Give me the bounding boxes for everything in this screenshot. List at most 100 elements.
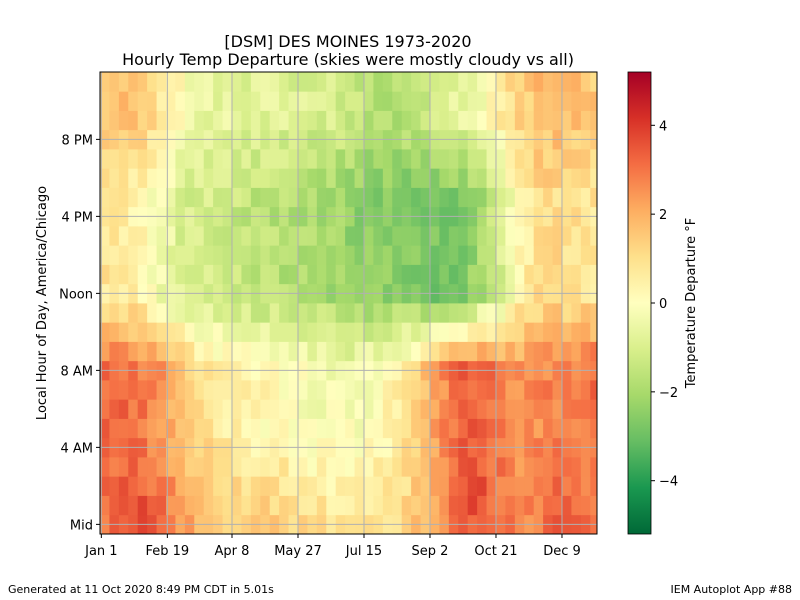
heatmap-cell bbox=[420, 322, 431, 342]
heatmap-cell bbox=[241, 399, 252, 419]
heatmap-cell bbox=[128, 264, 139, 285]
heatmap-cell bbox=[241, 418, 252, 439]
heatmap-cell bbox=[543, 91, 553, 111]
heatmap-cell bbox=[382, 303, 393, 323]
heatmap-cell bbox=[109, 380, 120, 400]
heatmap-cell bbox=[533, 110, 544, 131]
heatmap-cell bbox=[373, 303, 384, 323]
heatmap-cell bbox=[222, 149, 233, 169]
y-tick-label: 4 PM bbox=[62, 210, 93, 225]
heatmap-cell bbox=[580, 187, 591, 208]
heatmap-cell bbox=[382, 495, 393, 516]
heatmap-cell bbox=[335, 418, 346, 439]
heatmap-cell bbox=[411, 495, 421, 516]
heatmap-cell bbox=[175, 399, 186, 419]
heatmap-cell bbox=[401, 476, 412, 496]
heatmap-cell bbox=[363, 110, 374, 131]
heatmap-cell bbox=[505, 245, 516, 265]
heatmap-cell bbox=[345, 380, 355, 400]
heatmap-cell bbox=[335, 476, 346, 496]
heatmap-cell bbox=[505, 457, 516, 477]
heatmap-cell bbox=[175, 110, 186, 131]
x-tick-label: Dec 9 bbox=[543, 544, 581, 559]
heatmap-cell bbox=[514, 72, 525, 92]
heatmap-cell bbox=[288, 418, 299, 439]
heatmap-cell bbox=[166, 418, 176, 439]
heatmap-cell bbox=[326, 380, 337, 400]
heatmap-cell bbox=[524, 476, 535, 496]
heatmap-cell bbox=[231, 322, 242, 342]
heatmap-cell bbox=[175, 303, 186, 323]
heatmap-cell bbox=[335, 341, 346, 362]
heatmap-cell bbox=[439, 226, 450, 246]
heatmap-cell bbox=[222, 303, 233, 323]
heatmap-cell bbox=[288, 476, 299, 496]
heatmap-cell bbox=[354, 110, 365, 131]
heatmap-cell bbox=[260, 418, 271, 439]
heatmap-cell bbox=[392, 110, 403, 131]
heatmap-cell bbox=[222, 72, 233, 92]
heatmap-cell bbox=[184, 110, 195, 131]
heatmap-cell bbox=[363, 187, 374, 208]
heatmap-cell bbox=[439, 187, 450, 208]
heatmap-cell bbox=[203, 457, 214, 477]
heatmap-cell bbox=[448, 380, 459, 400]
heatmap-cell bbox=[363, 341, 374, 362]
heatmap-cell bbox=[100, 495, 110, 516]
heatmap-cell bbox=[543, 476, 553, 496]
heatmap-cell bbox=[448, 476, 459, 496]
heatmap-cell bbox=[250, 245, 261, 265]
heatmap-cell bbox=[477, 245, 487, 265]
heatmap-cell bbox=[552, 264, 563, 285]
heatmap-cell bbox=[514, 399, 525, 419]
heatmap-cell bbox=[345, 476, 355, 496]
heatmap-cell bbox=[505, 380, 516, 400]
heatmap-cell bbox=[316, 303, 327, 323]
heatmap-cell bbox=[250, 399, 261, 419]
heatmap-cell bbox=[486, 168, 497, 188]
heatmap-cell bbox=[147, 399, 157, 419]
heatmap-cell bbox=[392, 91, 403, 111]
heatmap-cell bbox=[194, 341, 205, 362]
heatmap-cell bbox=[467, 341, 478, 362]
heatmap-cell bbox=[411, 91, 421, 111]
heatmap-cell bbox=[561, 91, 572, 111]
heatmap-cell bbox=[260, 303, 271, 323]
heatmap-cell bbox=[561, 457, 572, 477]
heatmap-cell bbox=[316, 380, 327, 400]
heatmap-cell bbox=[401, 399, 412, 419]
heatmap-cell bbox=[166, 476, 176, 496]
heatmap-cell bbox=[260, 91, 271, 111]
heatmap-cell bbox=[354, 168, 365, 188]
x-tick-label: May 27 bbox=[274, 544, 322, 559]
heatmap-cell bbox=[316, 226, 327, 246]
heatmap-cell bbox=[486, 457, 497, 477]
heatmap-cell bbox=[250, 226, 261, 246]
heatmap-cell bbox=[477, 187, 487, 208]
heatmap-cell bbox=[382, 110, 393, 131]
heatmap-cell bbox=[250, 149, 261, 169]
heatmap-cell bbox=[241, 91, 252, 111]
colorbar-tick-label: −4 bbox=[659, 475, 678, 490]
heatmap-cell bbox=[552, 476, 563, 496]
heatmap-cell bbox=[495, 110, 506, 131]
heatmap-cell bbox=[373, 457, 384, 477]
heatmap-cell bbox=[401, 149, 412, 169]
heatmap-cell bbox=[561, 187, 572, 208]
heatmap-cell bbox=[373, 187, 384, 208]
heatmap-cell bbox=[222, 380, 233, 400]
heatmap-cell bbox=[524, 418, 535, 439]
heatmap-cell bbox=[184, 418, 195, 439]
heatmap-cell bbox=[590, 264, 598, 285]
heatmap-cell bbox=[580, 245, 591, 265]
heatmap-cell bbox=[533, 380, 544, 400]
heatmap-cell bbox=[448, 264, 459, 285]
heatmap-cell bbox=[561, 418, 572, 439]
heatmap-cell bbox=[590, 245, 598, 265]
heatmap-cell bbox=[231, 380, 242, 400]
heatmap-cell bbox=[147, 457, 157, 477]
heatmap-cell bbox=[373, 149, 384, 169]
heatmap-cell bbox=[458, 495, 469, 516]
heatmap-cell bbox=[269, 380, 280, 400]
heatmap-cell bbox=[382, 476, 393, 496]
